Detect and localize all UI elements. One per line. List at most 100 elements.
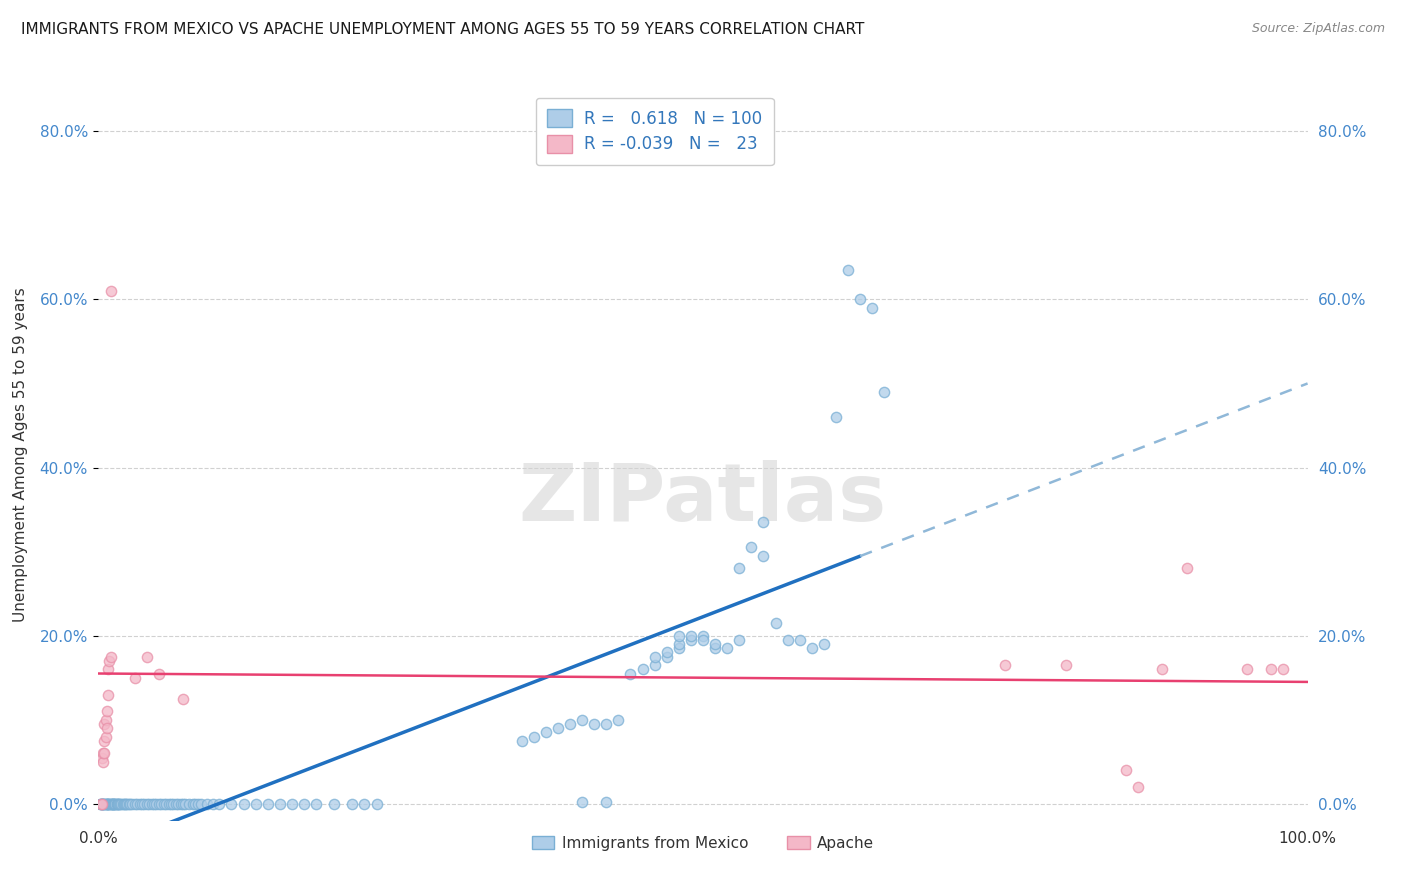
Point xyxy=(190,797,212,811)
Point xyxy=(150,797,173,811)
Point xyxy=(127,797,149,811)
Point xyxy=(148,797,170,811)
Point xyxy=(1236,662,1258,676)
Point xyxy=(157,797,180,811)
Point xyxy=(583,717,606,731)
Point xyxy=(679,632,702,647)
Point xyxy=(100,797,122,811)
Point xyxy=(135,649,157,664)
Point xyxy=(90,797,112,811)
Point xyxy=(145,797,167,811)
Point xyxy=(155,797,177,811)
Point xyxy=(128,797,150,811)
Point xyxy=(134,797,156,811)
Point xyxy=(202,797,225,811)
Point xyxy=(825,410,848,425)
Point xyxy=(138,797,160,811)
Point xyxy=(800,641,823,656)
Point xyxy=(104,797,127,811)
Point xyxy=(523,730,546,744)
Point xyxy=(91,755,114,769)
Point xyxy=(281,797,304,811)
Point xyxy=(160,797,183,811)
Point xyxy=(107,797,129,811)
Point xyxy=(571,713,593,727)
Text: IMMIGRANTS FROM MEXICO VS APACHE UNEMPLOYMENT AMONG AGES 55 TO 59 YEARS CORRELAT: IMMIGRANTS FROM MEXICO VS APACHE UNEMPLO… xyxy=(21,22,865,37)
Point xyxy=(728,632,751,647)
Point xyxy=(245,797,267,811)
Point xyxy=(91,797,114,811)
Point xyxy=(97,662,120,676)
Point xyxy=(98,654,121,668)
Point xyxy=(96,721,118,735)
Point xyxy=(1054,658,1077,673)
Point xyxy=(100,797,122,811)
Point xyxy=(873,384,896,399)
Point xyxy=(91,750,114,764)
Point xyxy=(91,797,114,811)
Point xyxy=(117,797,139,811)
Point xyxy=(571,795,593,809)
Point xyxy=(93,797,115,811)
Point xyxy=(1272,662,1295,676)
Point xyxy=(692,629,714,643)
Point xyxy=(91,797,114,811)
Legend: Immigrants from Mexico, Apache: Immigrants from Mexico, Apache xyxy=(526,830,880,857)
Point xyxy=(101,797,124,811)
Point xyxy=(94,797,117,811)
Point xyxy=(91,797,114,811)
Point xyxy=(135,797,157,811)
Point xyxy=(96,704,118,718)
Point xyxy=(668,637,690,651)
Point xyxy=(98,797,121,811)
Point xyxy=(342,797,364,811)
Point xyxy=(105,797,128,811)
Point xyxy=(716,641,738,656)
Point xyxy=(114,797,136,811)
Point xyxy=(547,721,569,735)
Point xyxy=(100,649,122,664)
Point xyxy=(607,713,630,727)
Point xyxy=(141,797,163,811)
Point xyxy=(269,797,291,811)
Point xyxy=(752,515,775,529)
Point xyxy=(124,671,146,685)
Point xyxy=(115,797,138,811)
Point xyxy=(97,688,120,702)
Point xyxy=(148,666,170,681)
Point xyxy=(740,541,762,555)
Point xyxy=(90,797,112,811)
Point xyxy=(100,797,122,811)
Point xyxy=(668,641,690,656)
Point xyxy=(1175,561,1198,575)
Point xyxy=(94,797,117,811)
Point xyxy=(655,645,678,659)
Point xyxy=(143,797,166,811)
Point xyxy=(105,797,128,811)
Point xyxy=(167,797,190,811)
Point xyxy=(103,797,125,811)
Point xyxy=(165,797,187,811)
Point xyxy=(208,797,231,811)
Point xyxy=(93,733,115,747)
Point xyxy=(152,797,174,811)
Point xyxy=(169,797,191,811)
Point xyxy=(93,797,115,811)
Point xyxy=(97,797,120,811)
Point xyxy=(655,649,678,664)
Point xyxy=(98,797,121,811)
Point xyxy=(534,725,557,739)
Point xyxy=(644,649,666,664)
Point xyxy=(93,717,115,731)
Point xyxy=(704,637,727,651)
Point xyxy=(837,263,859,277)
Point xyxy=(595,717,617,731)
Point xyxy=(752,549,775,563)
Point xyxy=(631,662,654,676)
Point xyxy=(108,797,131,811)
Point xyxy=(93,747,115,761)
Point xyxy=(110,797,132,811)
Point xyxy=(849,293,872,307)
Point xyxy=(103,797,125,811)
Point xyxy=(619,666,641,681)
